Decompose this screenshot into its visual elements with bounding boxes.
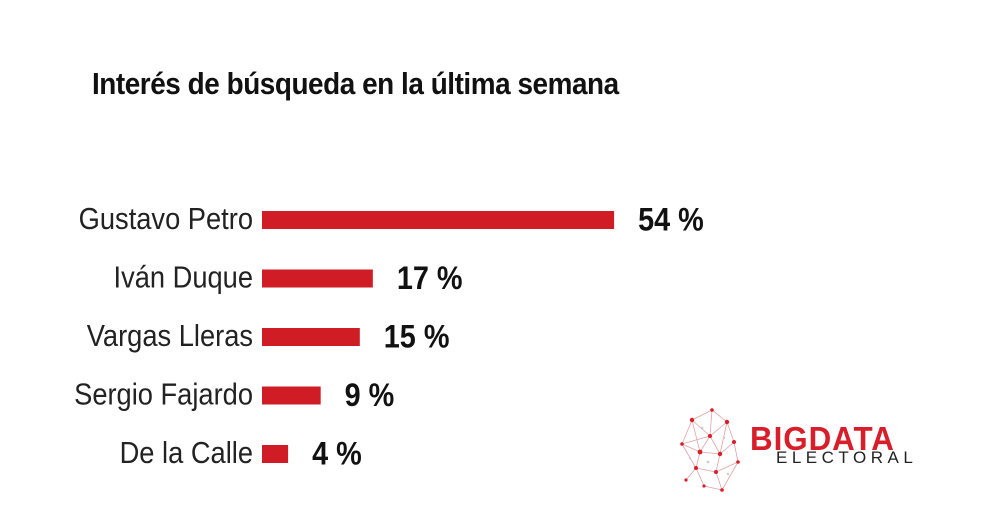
bigdata-electoral-logo: BIGDATA ELECTORAL — [672, 402, 952, 498]
bar — [262, 386, 321, 405]
bar — [262, 445, 289, 463]
brand-subtitle: ELECTORAL — [776, 448, 918, 467]
bar — [262, 269, 373, 288]
value-label: 54 % — [638, 202, 704, 238]
category-label: Sergio Fajardo — [74, 378, 253, 412]
category-label: Gustavo Petro — [79, 203, 253, 237]
bar — [262, 328, 360, 346]
chart-title: Interés de búsqueda en la última semana — [92, 66, 619, 101]
brand-name: BIGDATA — [750, 420, 895, 457]
network-map-icon — [680, 408, 740, 492]
value-label: 9 % — [345, 378, 395, 414]
value-label: 15 % — [384, 319, 450, 355]
category-label: Iván Duque — [114, 261, 253, 295]
value-label: 4 % — [312, 436, 362, 472]
category-label: Vargas Lleras — [87, 320, 253, 354]
bar — [262, 211, 615, 229]
value-label: 17 % — [397, 261, 463, 297]
category-label: De la Calle — [120, 437, 253, 471]
